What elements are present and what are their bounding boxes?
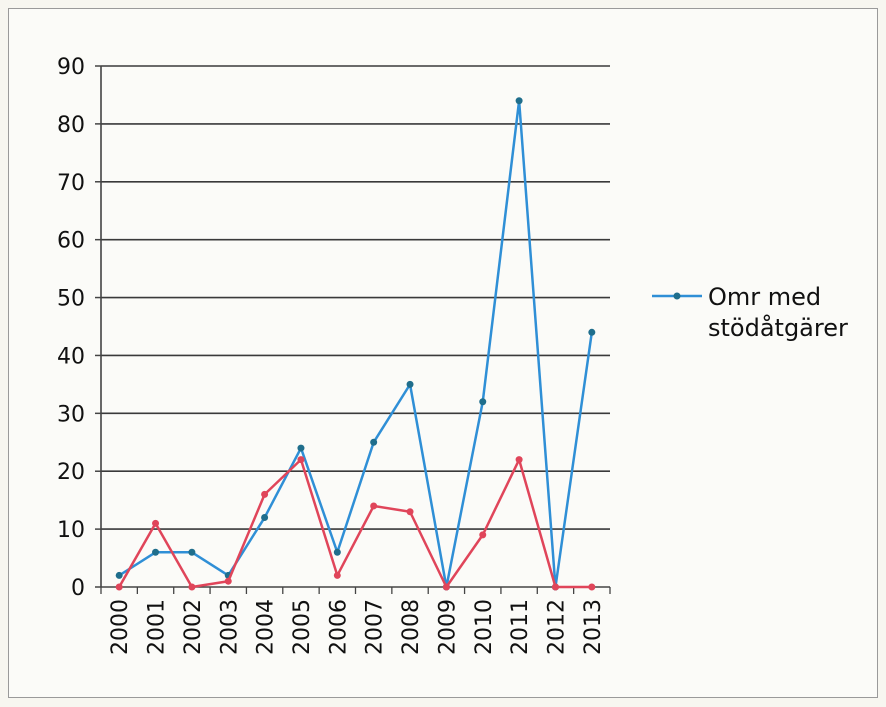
series-0-point-2001: [152, 549, 159, 556]
series-1-point-2011: [516, 456, 523, 463]
y-tick-labels: 0 10 20 30 40 50 60 70 80 90: [57, 55, 85, 601]
series-0-point-2006: [334, 549, 341, 556]
y-tick-label-70: 70: [57, 171, 85, 196]
y-tick-label-90: 90: [57, 55, 85, 80]
legend: Omr med stödåtgärer: [652, 283, 848, 342]
legend-label-line-2: stödåtgärer: [708, 313, 848, 342]
series-1-point-2004: [261, 491, 268, 498]
series-line-1: [119, 460, 592, 587]
series-1-point-2006: [334, 572, 341, 579]
x-tick-label-2000: 2000: [108, 599, 133, 655]
x-tick-label-2004: 2004: [254, 599, 279, 655]
x-tick-label-2010: 2010: [472, 599, 497, 655]
y-tick-label-20: 20: [57, 460, 85, 485]
series-0-point-2005: [297, 445, 304, 452]
axes: [95, 66, 610, 594]
series-1-point-2007: [370, 502, 377, 509]
x-tick-label-2006: 2006: [326, 599, 351, 655]
series-1-point-2009: [443, 584, 450, 591]
x-tick-label-2013: 2013: [581, 599, 606, 655]
series-1-point-2003: [225, 578, 232, 585]
x-tick-label-2012: 2012: [544, 599, 569, 655]
x-tick-label-2005: 2005: [290, 599, 315, 655]
series-1-point-2002: [188, 584, 195, 591]
series-1-point-2008: [407, 508, 414, 515]
series-0-point-2000: [116, 572, 123, 579]
y-tick-label-50: 50: [57, 287, 85, 312]
y-tick-label-40: 40: [57, 344, 85, 369]
series-0-point-2011: [516, 97, 523, 104]
y-tick-label-0: 0: [71, 576, 85, 601]
series-layer: [116, 97, 596, 590]
series-line-0: [119, 101, 592, 587]
legend-label-line-1: Omr med: [708, 283, 821, 311]
series-0-point-2008: [407, 381, 414, 388]
series-1-point-2013: [588, 584, 595, 591]
x-tick-labels: 2000 2001 2002 2003 2004 2005 2006 2007 2008 2009…: [108, 599, 606, 655]
x-tick-label-2001: 2001: [145, 599, 170, 655]
x-tick-label-2003: 2003: [217, 599, 242, 655]
series-0-point-2010: [479, 398, 486, 405]
legend-marker: [674, 293, 681, 300]
x-tick-label-2008: 2008: [399, 599, 424, 655]
x-tick-label-2002: 2002: [181, 599, 206, 655]
series-0-point-2013: [588, 329, 595, 336]
series-1-point-2010: [479, 531, 486, 538]
series-1-point-2012: [552, 584, 559, 591]
series-0-point-2002: [188, 549, 195, 556]
series-1-point-2001: [152, 520, 159, 527]
y-tick-label-60: 60: [57, 229, 85, 254]
x-tick-label-2009: 2009: [435, 599, 460, 655]
x-tick-label-2011: 2011: [508, 599, 533, 655]
series-0-point-2007: [370, 439, 377, 446]
series-0-point-2004: [261, 514, 268, 521]
series-1-point-2000: [116, 584, 123, 591]
x-tick-label-2007: 2007: [363, 599, 388, 655]
y-tick-label-10: 10: [57, 518, 85, 543]
y-tick-label-30: 30: [57, 402, 85, 427]
y-tick-label-80: 80: [57, 113, 85, 138]
series-1-point-2005: [297, 456, 304, 463]
